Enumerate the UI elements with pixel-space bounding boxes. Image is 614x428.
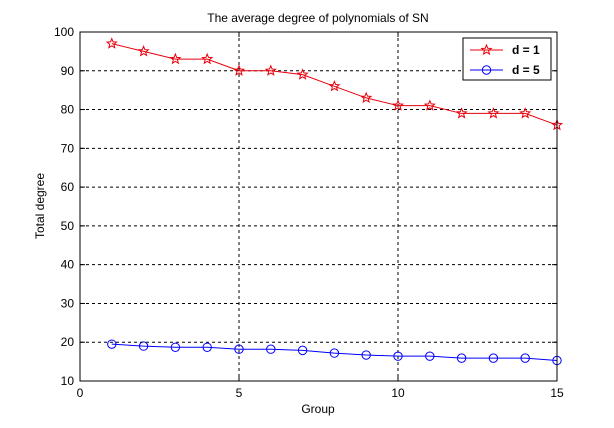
data-point: [455, 107, 468, 119]
grid-lines: [80, 32, 557, 381]
data-point: [297, 345, 308, 356]
data-point: [488, 353, 499, 363]
plot-area: [80, 32, 557, 381]
data-point: [202, 342, 212, 352]
data-point: [105, 37, 118, 49]
y-tick-label: 60: [61, 180, 75, 194]
y-tick-label: 20: [61, 335, 75, 349]
data-point: [393, 351, 403, 361]
data-point: [169, 52, 182, 65]
y-tick-label: 30: [61, 296, 75, 310]
y-tick-label: 40: [61, 258, 75, 272]
legend-marker: [480, 43, 493, 56]
y-tick-label: 100: [54, 25, 74, 39]
data-point: [456, 353, 467, 363]
y-tick-label: 10: [61, 374, 75, 388]
data-point: [423, 99, 436, 111]
legend-box: [462, 37, 552, 81]
y-tick-label: 90: [61, 64, 75, 78]
x-tick-label: 10: [391, 386, 405, 400]
data-point: [266, 344, 276, 354]
data-point: [234, 344, 244, 354]
data-point: [232, 64, 246, 76]
data-point: [487, 107, 500, 119]
data-point: [391, 99, 405, 111]
series-group: [105, 37, 564, 366]
x-tick-label: 5: [236, 386, 243, 400]
data-point: [107, 339, 117, 349]
legend-entry-label: d = 1: [512, 43, 540, 57]
data-point: [296, 68, 309, 80]
legend-marker: [481, 65, 492, 75]
data-point: [137, 45, 150, 57]
data-point: [138, 341, 149, 351]
data-point: [329, 348, 340, 358]
y-axis-label: Total degree: [33, 173, 47, 239]
plot-frame: [79, 31, 558, 382]
data-point: [361, 350, 371, 360]
series-line: [111, 43, 558, 126]
data-point: [520, 353, 530, 363]
x-axis-label: Group: [301, 402, 335, 416]
series-line: [111, 343, 558, 361]
data-point: [425, 351, 435, 361]
data-point: [201, 52, 214, 65]
axis-ticks: 0 5 10 15 10 20 30 40 50 60 70 80 90 100: [54, 25, 564, 400]
x-tick-label: 15: [550, 386, 564, 400]
data-point: [264, 64, 277, 76]
data-point: [328, 79, 341, 92]
data-point: [360, 91, 373, 104]
x-tick-label: 0: [77, 386, 84, 400]
series-1: [105, 37, 564, 131]
data-point: [519, 107, 532, 119]
y-tick-label: 80: [61, 103, 75, 117]
chart-title: The average degree of polynomials of SN: [207, 11, 428, 25]
y-tick-label: 70: [61, 141, 75, 155]
legend: d = 1 d = 5: [462, 37, 552, 81]
y-tick-label: 50: [61, 219, 75, 233]
data-point: [170, 342, 181, 352]
legend-entry-label: d = 5: [512, 63, 540, 77]
